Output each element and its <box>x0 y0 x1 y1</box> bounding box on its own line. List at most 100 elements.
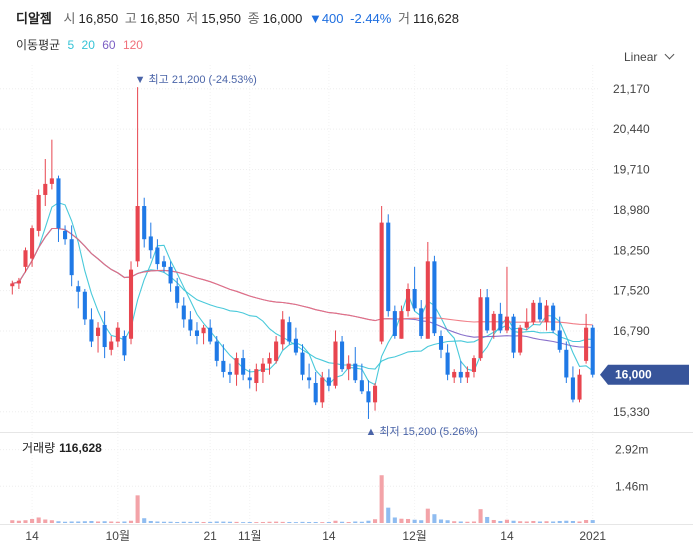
candle-body <box>69 239 74 276</box>
candle-body <box>115 327 120 342</box>
volume-bar <box>511 520 516 523</box>
candle-body <box>471 358 477 372</box>
grid-lines <box>0 65 693 525</box>
candle <box>201 324 206 345</box>
candle-body <box>504 316 510 331</box>
volume-bar <box>122 521 127 523</box>
candle <box>267 352 272 375</box>
volume-bar <box>313 521 318 523</box>
volume-bar <box>531 520 536 523</box>
volume-bar <box>254 522 259 523</box>
scale-select[interactable]: Linear <box>624 49 675 64</box>
volume-bar <box>307 521 312 523</box>
candle-body <box>405 288 411 312</box>
candle <box>23 247 28 273</box>
volume-bar <box>23 520 28 523</box>
candle-body <box>313 382 318 403</box>
volume-bar <box>43 519 48 523</box>
candle-body <box>524 322 529 328</box>
volume-bar <box>36 517 41 523</box>
candle <box>485 288 490 334</box>
candle <box>557 316 562 353</box>
candle-body <box>241 358 246 375</box>
scale-select-value: Linear <box>624 50 658 64</box>
time-tick-label: 2021 <box>579 529 606 543</box>
candle-body <box>551 305 556 331</box>
axes: 21,170 20,440 19,710 18,980 18,250 17,520 16,7… <box>25 82 650 543</box>
candle <box>194 322 200 345</box>
candle <box>247 369 252 389</box>
volume-bar <box>109 521 114 523</box>
candle-body <box>95 327 101 336</box>
time-tick-label: 10월 <box>106 529 130 543</box>
current-price-tag-bg <box>600 364 689 385</box>
candle <box>122 330 127 361</box>
volume-bar <box>504 519 510 523</box>
candle <box>16 277 21 289</box>
volume-bar <box>373 519 378 523</box>
candle-body <box>438 335 444 350</box>
ma-20-label: 20 <box>81 38 95 52</box>
candle <box>366 380 371 419</box>
open-label: 시 <box>63 11 76 26</box>
volume-bar <box>148 520 153 523</box>
volume-bar <box>359 521 364 523</box>
volume-bar <box>379 475 384 523</box>
candle-body <box>478 297 483 359</box>
candle-body <box>366 391 371 403</box>
price-tick-label: 16,790 <box>613 324 650 338</box>
candle-body <box>359 380 364 392</box>
candle <box>175 277 180 309</box>
volume-bar <box>49 520 54 523</box>
candle <box>564 341 569 383</box>
candle-body <box>452 371 457 378</box>
volume-bar <box>412 519 417 523</box>
volume-bar <box>155 521 160 523</box>
moving-average-legend: 이동평균 5 20 60 120 <box>16 36 147 53</box>
candle-body <box>122 335 127 356</box>
volume-bar <box>471 521 477 523</box>
volume-bar <box>340 521 345 523</box>
volume-bar <box>95 521 101 523</box>
candle-body <box>267 358 272 364</box>
candle-body <box>43 183 48 195</box>
candle <box>544 300 549 331</box>
volume-short-label: 거 <box>397 11 410 26</box>
candle-body <box>584 327 589 361</box>
candle <box>340 335 345 372</box>
candle <box>95 322 101 353</box>
candle-body <box>201 327 206 334</box>
candle <box>320 371 325 408</box>
candle <box>386 214 391 317</box>
volume-bar <box>142 518 147 523</box>
candle <box>518 324 523 356</box>
candle <box>307 363 312 389</box>
volume-bar <box>551 521 556 523</box>
candle-body <box>227 371 232 375</box>
volume-bar <box>584 519 589 523</box>
candle-body <box>590 327 595 375</box>
candle-body <box>36 194 41 231</box>
time-tick-label: 11월 <box>238 529 262 543</box>
volume-bar <box>227 521 232 523</box>
volume-bar <box>564 520 569 523</box>
candle-body <box>23 250 28 267</box>
candle-body <box>458 371 463 378</box>
volume-bar <box>201 521 206 523</box>
volume-bar <box>63 521 68 523</box>
volume-bar <box>293 522 298 523</box>
candle <box>49 139 54 190</box>
candle <box>10 280 15 295</box>
volume-bar <box>102 521 107 523</box>
volume-bar <box>392 517 397 523</box>
volume-series <box>10 475 595 523</box>
volume-bar <box>557 520 562 523</box>
candle-body <box>485 297 490 331</box>
candle-body <box>570 377 575 400</box>
volume-bar <box>16 520 21 523</box>
candle <box>168 261 173 292</box>
candle <box>227 363 232 383</box>
candle <box>498 302 503 334</box>
candle-body <box>49 178 54 184</box>
